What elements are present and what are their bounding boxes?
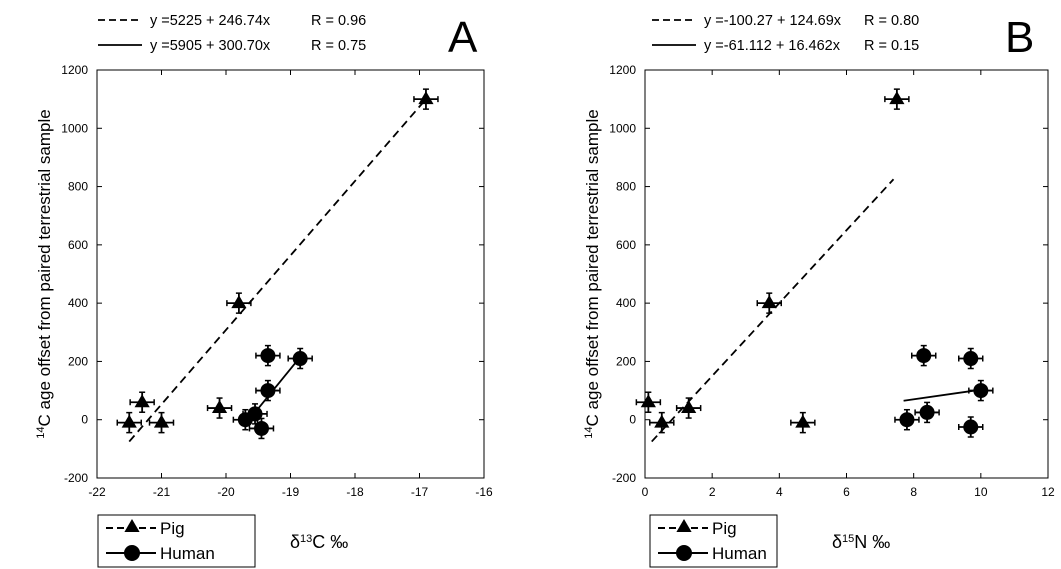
y-tick-label: 1000 (61, 121, 88, 135)
y-tick-label: -200 (64, 471, 88, 485)
human-fit-line (254, 356, 301, 413)
human-point-marker (916, 348, 932, 364)
plot-frame (96, 69, 485, 479)
y-tick-label: 0 (629, 413, 636, 427)
x-tick-label: 0 (642, 485, 649, 499)
x-tick-label: 4 (776, 485, 783, 499)
legend: Pig Human (649, 514, 778, 568)
human-point-marker (963, 351, 979, 367)
panel-letter: B (1005, 13, 1034, 62)
pig-fit-line (651, 178, 895, 443)
y-tick-label: 400 (616, 296, 636, 310)
pig-point-marker (121, 414, 137, 428)
y-tick-label: 1200 (609, 63, 636, 77)
pig-point-marker (681, 400, 697, 414)
human-fit-equation: y =-61.112 + 16.462x (704, 38, 841, 54)
x-axis-label-sup: 15 (842, 533, 854, 545)
pig-fit-r: R = 0.96 (311, 13, 366, 29)
pig-point-marker (795, 414, 811, 428)
plot-frame (644, 69, 1049, 479)
pig-point-marker (654, 414, 670, 428)
x-tick-label: 6 (843, 485, 850, 499)
y-tick-label: 800 (68, 180, 88, 194)
human-fit-equation: y =5905 + 300.70x (150, 38, 271, 54)
y-tick-label: 400 (68, 296, 88, 310)
y-tick-label: 1200 (61, 63, 88, 77)
x-tick-label: -16 (475, 485, 493, 499)
human-fit-r: R = 0.15 (864, 38, 919, 54)
pig-fit-equation: y =-100.27 + 124.69x (704, 13, 842, 29)
legend: Pig Human (97, 514, 256, 568)
x-axis-label-delta: δ (290, 532, 300, 552)
x-tick-label: -17 (411, 485, 429, 499)
x-tick-label: -22 (88, 485, 106, 499)
x-axis-label-delta: δ (832, 532, 842, 552)
x-tick-label: -21 (153, 485, 171, 499)
y-axis-label-sup: 14 (35, 426, 47, 438)
legend-pig-marker (676, 519, 692, 532)
pig-fit-equation: y =5225 + 246.74x (150, 13, 271, 29)
legend-human-marker (676, 545, 692, 561)
y-tick-label: 600 (616, 238, 636, 252)
pig-point-marker (889, 91, 905, 105)
y-axis-label-main: C age offset from paired terrestrial sam… (35, 109, 54, 426)
legend-box (97, 514, 256, 568)
pig-point-marker (153, 414, 170, 428)
y-tick-label: 0 (81, 413, 88, 427)
x-tick-label: 8 (910, 485, 917, 499)
human-point-marker (260, 383, 276, 399)
human-point-marker (973, 383, 989, 399)
pig-point-marker (231, 295, 247, 309)
human-fit-r: R = 0.75 (311, 38, 366, 54)
legend-label: Pig (712, 519, 737, 538)
y-tick-label: 1000 (609, 121, 636, 135)
x-tick-label: 2 (709, 485, 716, 499)
human-point-marker (247, 406, 263, 422)
y-axis-label-sup: 14 (583, 426, 595, 438)
pig-point-marker (211, 400, 228, 414)
x-axis-label-sup: 13 (300, 533, 312, 545)
panel-letter: A (448, 13, 478, 62)
pig-point-marker (640, 394, 656, 408)
pig-fit-r: R = 0.80 (864, 13, 919, 29)
human-point-marker (899, 412, 915, 428)
human-point-marker (919, 404, 935, 420)
legend-pig-marker (124, 519, 140, 532)
human-point-marker (253, 420, 269, 436)
x-axis-label: δ15N ‰ (832, 532, 890, 552)
legend-label: Human (712, 544, 767, 563)
x-axis-label: δ13C ‰ (290, 532, 348, 552)
x-tick-label: -18 (346, 485, 364, 499)
human-point-marker (963, 419, 979, 435)
legend-box (649, 514, 778, 568)
y-axis-label: 14C age offset from paired terrestrial s… (35, 109, 54, 438)
y-tick-label: -200 (612, 471, 636, 485)
human-point-marker (260, 348, 276, 364)
pig-point-marker (134, 394, 150, 408)
legend-label: Human (160, 544, 215, 563)
x-tick-label: 12 (1041, 485, 1055, 499)
pig-point-marker (761, 295, 777, 309)
pig-point-marker (418, 91, 434, 105)
y-tick-label: 200 (616, 354, 636, 368)
x-axis-label-rest: N ‰ (854, 532, 890, 552)
y-tick-label: 800 (616, 180, 636, 194)
y-tick-label: 600 (68, 238, 88, 252)
x-tick-label: 10 (974, 485, 988, 499)
y-tick-label: 200 (68, 354, 88, 368)
y-axis-label: 14C age offset from paired terrestrial s… (583, 109, 602, 438)
human-point-marker (292, 351, 308, 367)
legend-human-marker (124, 545, 140, 561)
legend-label: Pig (160, 519, 185, 538)
y-axis-label-main: C age offset from paired terrestrial sam… (583, 109, 602, 426)
pig-fit-line (128, 98, 427, 443)
x-axis-label-rest: C ‰ (312, 532, 348, 552)
panel-a: -22 -21 -20 -19 -18 -17 -16 -200 0 200 400 600 800 10… (35, 13, 493, 568)
x-tick-label: -19 (282, 485, 300, 499)
human-fit-line (903, 388, 981, 402)
panel-b: 0 2 4 6 8 10 12 -200 0 200 400 600 800 1000 1200 y =-10… (583, 13, 1055, 568)
x-tick-label: -20 (217, 485, 235, 499)
